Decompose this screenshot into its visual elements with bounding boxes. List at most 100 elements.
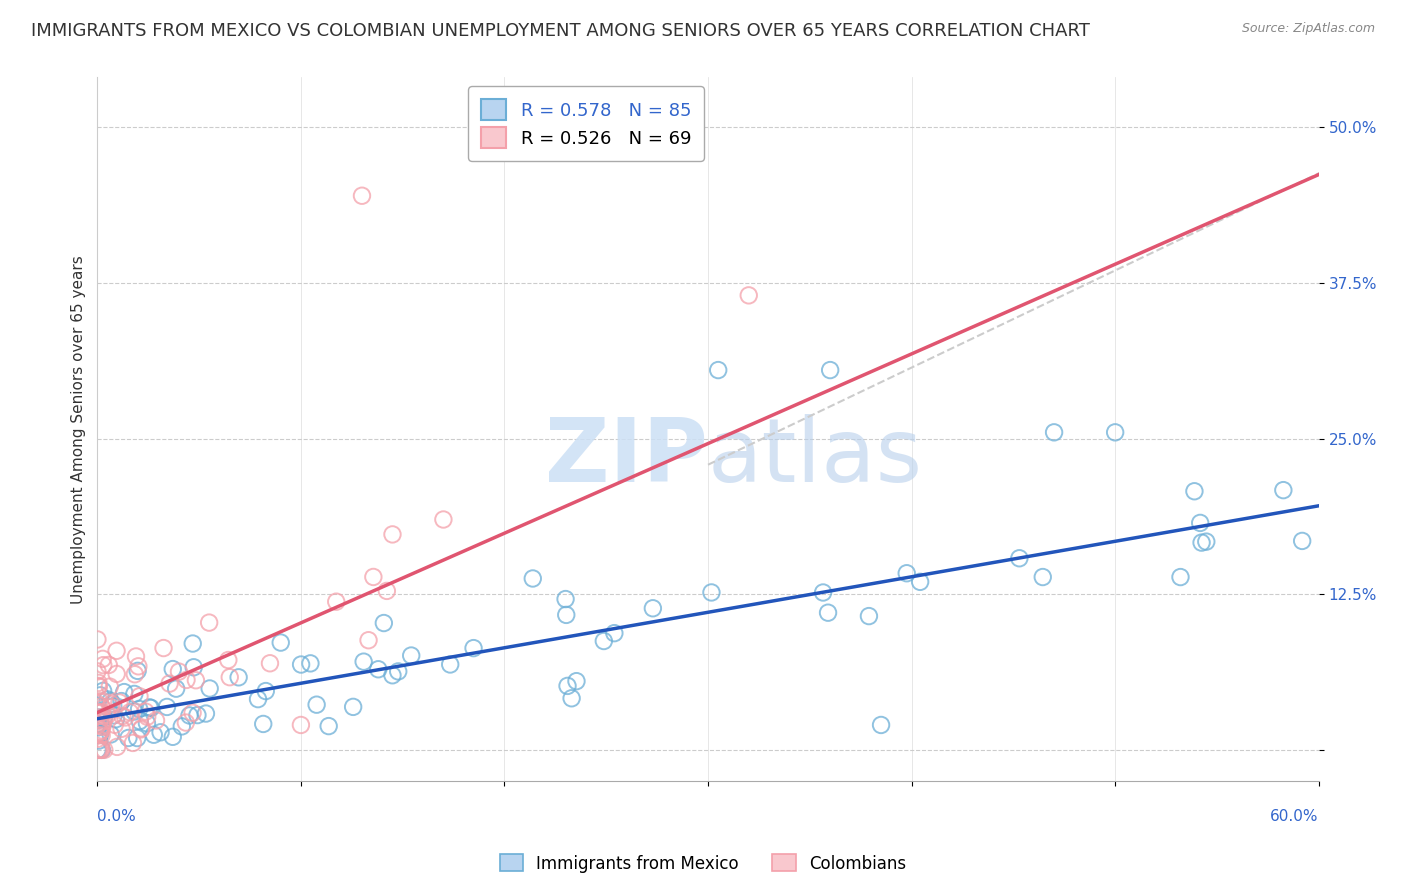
Point (128, 702, 150, 716)
Point (557, 679, 579, 693)
Point (97, 692, 120, 706)
Point (342, 699, 364, 714)
Point (357, 633, 380, 648)
Point (100, 697, 122, 711)
Text: Source: ZipAtlas.com: Source: ZipAtlas.com (1241, 22, 1375, 36)
Point (89, 694, 111, 708)
Point (305, 698, 328, 712)
Point (555, 607, 578, 622)
Point (87, 706, 110, 721)
Point (87, 731, 110, 746)
Point (87, 743, 110, 757)
Point (1291, 533, 1313, 548)
Point (165, 681, 187, 696)
Point (179, 708, 201, 723)
Point (89, 743, 111, 757)
Point (707, 363, 730, 377)
Point (218, 670, 240, 684)
Text: IMMIGRANTS FROM MEXICO VS COLOMBIAN UNEMPLOYMENT AMONG SENIORS OVER 65 YEARS COR: IMMIGRANTS FROM MEXICO VS COLOMBIAN UNEM… (31, 22, 1090, 40)
Point (89, 725, 111, 739)
Point (159, 676, 181, 690)
Point (138, 700, 160, 714)
Point (111, 709, 134, 723)
Point (86, 717, 108, 731)
Point (87, 676, 110, 690)
Point (181, 636, 204, 650)
Point (90, 723, 112, 738)
Point (89, 727, 111, 741)
Point (97, 657, 120, 672)
Point (170, 719, 193, 733)
Point (290, 657, 312, 672)
Point (103, 699, 125, 714)
Point (367, 662, 389, 676)
Point (818, 363, 841, 377)
Point (112, 685, 135, 699)
Point (136, 716, 159, 731)
Text: ZIP: ZIP (546, 414, 709, 501)
Point (318, 719, 340, 733)
Point (1170, 570, 1192, 584)
Point (125, 649, 148, 664)
Point (325, 595, 347, 609)
Point (90, 743, 112, 757)
Point (114, 710, 136, 724)
Point (174, 715, 197, 730)
Point (127, 664, 149, 678)
Point (162, 662, 184, 676)
Point (105, 739, 128, 754)
Point (554, 592, 576, 607)
Point (463, 641, 485, 656)
Text: 60.0%: 60.0% (1270, 809, 1319, 824)
Point (117, 731, 139, 745)
Point (128, 690, 150, 704)
Text: 0.0%: 0.0% (97, 809, 136, 824)
Point (381, 668, 404, 682)
Point (108, 696, 131, 710)
Point (183, 660, 205, 674)
Point (299, 657, 322, 671)
Point (247, 692, 270, 706)
Point (110, 722, 132, 736)
Point (91, 714, 114, 729)
Point (1195, 534, 1218, 549)
Point (139, 701, 162, 715)
Point (104, 718, 127, 732)
Point (522, 572, 544, 586)
Point (100, 700, 122, 714)
Point (86, 697, 108, 711)
Point (387, 665, 409, 679)
Point (127, 731, 149, 745)
Point (87, 679, 110, 693)
Point (93, 714, 115, 728)
Point (145, 714, 167, 728)
Point (136, 710, 159, 724)
Point (186, 708, 208, 723)
Point (105, 644, 128, 658)
Point (87, 720, 110, 734)
Point (270, 635, 292, 649)
Point (135, 705, 157, 719)
Point (91, 684, 114, 698)
Point (86, 665, 108, 679)
Point (122, 705, 145, 719)
Point (561, 691, 583, 706)
Point (439, 657, 461, 672)
Point (118, 706, 141, 720)
Point (100, 727, 122, 741)
Point (87, 743, 110, 757)
Point (1272, 483, 1295, 497)
Point (228, 670, 250, 684)
Point (181, 706, 204, 720)
Point (91, 701, 114, 715)
Point (603, 626, 626, 640)
Point (254, 684, 277, 698)
Point (896, 566, 918, 581)
Point (817, 606, 839, 620)
Point (142, 728, 165, 742)
Point (91, 652, 114, 666)
Point (363, 570, 385, 584)
Point (858, 609, 880, 624)
Point (91, 720, 114, 734)
Point (131, 721, 153, 735)
